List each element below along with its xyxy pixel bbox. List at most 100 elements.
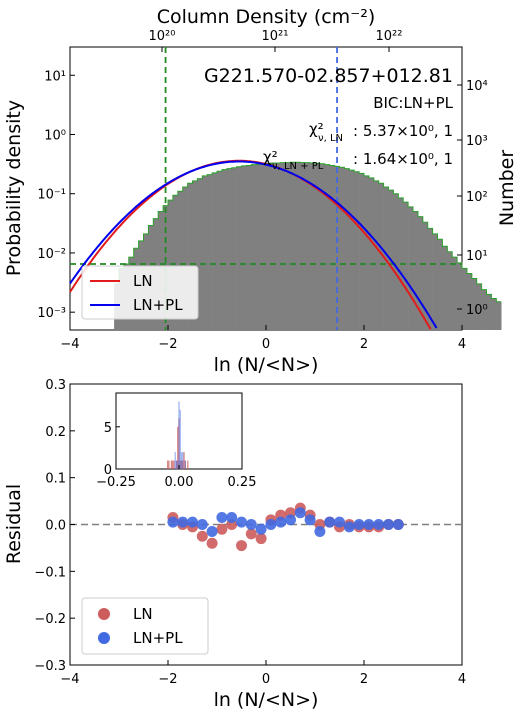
ln-residual-point: [206, 537, 218, 549]
right-y-tick-label: 10⁴: [466, 79, 488, 94]
inset-ln-bar: [168, 460, 170, 469]
inset-ln-bar: [173, 460, 175, 469]
histogram-bar: [231, 167, 237, 330]
lnpl-residual-point: [236, 516, 247, 528]
lnpl-residual-point: [392, 519, 404, 530]
residual-inset: −0.25 0.00 0.25 0 5: [96, 392, 257, 490]
lnpl-residual-point: [255, 523, 267, 535]
top-axis-ticks: −4 −2 0 2 4 10⁻³ 10⁻² 10⁻¹ 10⁰ 10¹ 10⁰ 10¹ 10² 10³ 10⁴…: [37, 29, 487, 352]
lnpl-residual-point: [177, 516, 189, 528]
inset-x-tick-label: −0.25: [96, 475, 136, 490]
chart-title: G221.570-02.857+012.81: [204, 65, 453, 87]
lnpl-residual-point: [216, 511, 228, 523]
top-legend: LN LN+PL: [81, 265, 199, 320]
histogram-bar: [212, 172, 218, 330]
lnpl-residual-point: [353, 519, 365, 530]
histogram-bar: [481, 289, 487, 330]
lnpl-residual-point: [265, 519, 277, 530]
histogram-bar: [305, 162, 311, 330]
chi-lnpl-subscript: ν, LN + PL: [272, 161, 324, 172]
histogram-bar: [192, 180, 198, 330]
x-tick-label: 4: [458, 337, 466, 352]
legend-lnpl-label: LN+PL: [133, 296, 183, 314]
ln-residual-point: [245, 528, 257, 540]
y-tick-label: −0.2: [34, 612, 66, 627]
histogram-bar: [251, 164, 257, 330]
histogram-bar: [329, 165, 335, 330]
histogram-bar: [270, 163, 277, 330]
legend-ln-marker: [98, 608, 110, 620]
top-x-tick-label: 10²¹: [262, 29, 289, 44]
histogram-bar: [496, 301, 502, 330]
histogram-bar: [359, 173, 365, 330]
lnpl-residual-point: [285, 514, 296, 526]
histogram-bar: [403, 202, 409, 330]
top-x-tick-label: 10²⁰: [149, 29, 176, 44]
histogram-bar: [300, 162, 306, 330]
lnpl-residual-point: [167, 516, 179, 528]
x-tick-label: −2: [158, 337, 177, 352]
histogram-bar: [266, 163, 272, 330]
inset-lnpl-bar: [175, 460, 178, 469]
right-y-tick-label: 10⁰: [466, 303, 488, 318]
top-right-axis-title: Number: [496, 150, 518, 227]
histogram-bar: [197, 178, 203, 330]
legend-lnpl-label: LN+PL: [133, 629, 183, 647]
ln-residual-point: [216, 523, 228, 535]
y-tick-label: 0.0: [45, 519, 66, 534]
inset-lnpl-bar: [177, 460, 179, 469]
histogram-bar: [486, 294, 492, 330]
lnpl-residual-point: [226, 511, 238, 523]
x-tick-label: 0: [262, 337, 270, 352]
lnpl-residual-point: [206, 526, 218, 538]
histogram-bar: [447, 251, 453, 330]
histogram-bar: [315, 163, 321, 330]
y-tick-label: 10⁰: [44, 128, 66, 143]
legend-ln-label: LN: [133, 605, 153, 623]
y-tick-label: −0.3: [34, 659, 66, 674]
inset-x-tick-label: 0.25: [228, 475, 257, 490]
histogram-bar: [187, 183, 193, 330]
histogram-bar: [432, 233, 438, 330]
inset-ln-bar: [167, 460, 169, 469]
histogram-bar: [221, 169, 228, 330]
histogram-bar: [207, 174, 213, 330]
histogram-bar: [427, 228, 433, 330]
y-tick-label: 10⁻¹: [37, 188, 66, 203]
histogram-bar: [422, 222, 428, 330]
bottom-x-axis-title: ln (N/<N>): [214, 689, 319, 711]
histogram-bar: [476, 283, 482, 330]
bic-annotation: BIC:LN+PL: [373, 94, 453, 112]
right-y-tick-label: 10¹: [466, 249, 488, 264]
x-tick-label: 4: [458, 672, 466, 687]
y-tick-label: 10⁻³: [37, 306, 66, 321]
histogram-bar: [462, 268, 468, 330]
histogram-bar: [217, 171, 223, 330]
top-x-tick-label: 10²²: [376, 29, 403, 44]
histogram-bar: [182, 186, 188, 330]
histogram-bar: [202, 175, 208, 330]
histogram-bar: [261, 163, 267, 330]
x-tick-label: −2: [158, 672, 177, 687]
histogram-bar: [413, 211, 419, 330]
histogram-bar: [280, 162, 286, 330]
inset-lnpl-bar: [184, 460, 186, 469]
histogram-bar: [290, 162, 296, 330]
lnpl-residual-point: [383, 519, 394, 530]
histogram-bar: [437, 239, 443, 330]
right-y-tick-label: 10²: [466, 190, 488, 205]
histogram-bar: [378, 183, 384, 330]
ln-residual-point: [255, 533, 267, 545]
inset-ln-bar: [187, 460, 189, 469]
right-y-tick-label: 10³: [466, 134, 488, 149]
histogram-bar: [246, 165, 252, 330]
inset-y-tick-label: 0: [104, 463, 112, 478]
legend-ln-label: LN: [133, 272, 153, 290]
x-tick-label: 2: [360, 337, 368, 352]
bottom-y-axis-title: Residual: [3, 484, 25, 564]
inset-ln-bar: [177, 426, 179, 469]
y-tick-label: 0.3: [45, 378, 66, 393]
lnpl-residual-point: [373, 519, 385, 530]
inset-ln-bar: [183, 452, 185, 469]
